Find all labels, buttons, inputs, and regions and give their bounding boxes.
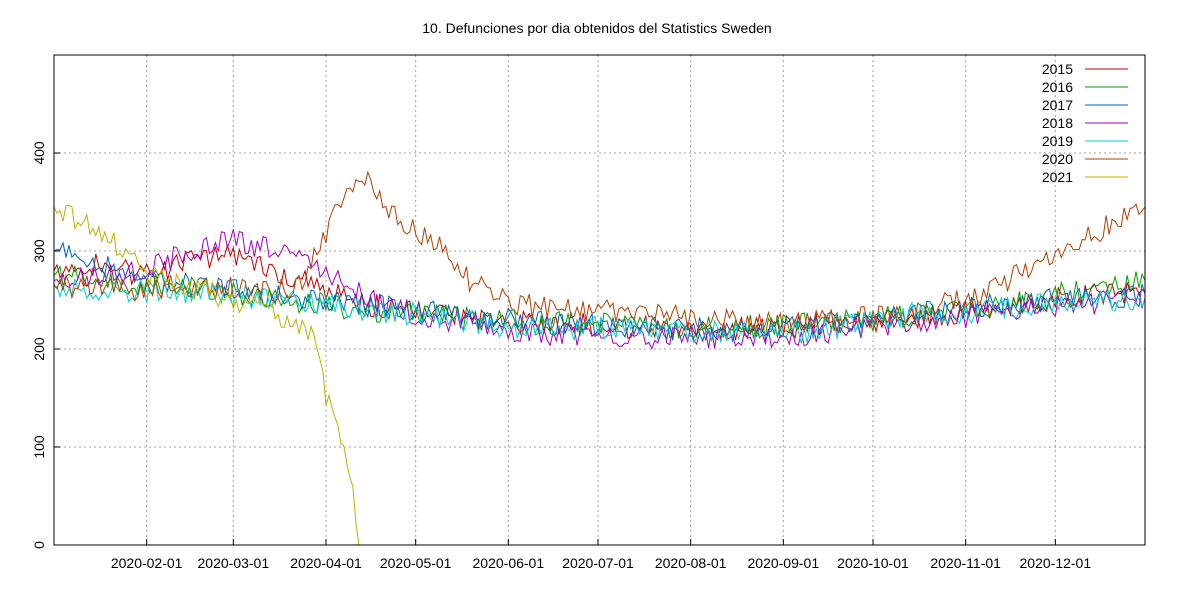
y-tick-label: 300 xyxy=(31,239,47,263)
legend-label: 2021 xyxy=(1042,169,1073,185)
y-tick-label: 100 xyxy=(31,435,47,459)
x-tick-label: 2020-10-01 xyxy=(837,555,909,571)
y-tick-label: 400 xyxy=(31,141,47,165)
legend-label: 2019 xyxy=(1042,133,1073,149)
legend-item-2016: 2016 xyxy=(1042,79,1128,95)
series-line-2021 xyxy=(53,204,360,546)
legend-item-2021: 2021 xyxy=(1042,169,1128,185)
x-tick-label: 2020-12-01 xyxy=(1020,555,1092,571)
legend-label: 2017 xyxy=(1042,97,1073,113)
legend-item-2020: 2020 xyxy=(1042,151,1128,167)
series-line-2020 xyxy=(53,170,1146,334)
x-tick-label: 2020-06-01 xyxy=(473,555,545,571)
chart-title: 10. Defunciones por dia obtenidos del St… xyxy=(422,20,771,36)
x-tick-label: 2020-07-01 xyxy=(562,555,634,571)
x-tick-label: 2020-04-01 xyxy=(290,555,362,571)
y-tick-label: 0 xyxy=(31,541,47,549)
legend-item-2015: 2015 xyxy=(1042,61,1128,77)
x-tick-label: 2020-03-01 xyxy=(198,555,270,571)
legend: 2015 2016 2017 2018 2019 2020 2021 xyxy=(1042,61,1128,185)
legend-label: 2016 xyxy=(1042,79,1073,95)
x-tick-label: 2020-05-01 xyxy=(380,555,452,571)
x-tick-label: 2020-02-01 xyxy=(111,555,183,571)
legend-item-2019: 2019 xyxy=(1042,133,1128,149)
legend-item-2017: 2017 xyxy=(1042,97,1128,113)
x-axis: 2020-02-01 2020-03-01 2020-04-01 2020-05-01… xyxy=(111,539,1091,571)
series-layer xyxy=(53,170,1146,546)
series-line-2019 xyxy=(53,278,1146,344)
legend-label: 2018 xyxy=(1042,115,1073,131)
legend-item-2018: 2018 xyxy=(1042,115,1128,131)
legend-label: 2020 xyxy=(1042,151,1073,167)
x-tick-label: 2020-11-01 xyxy=(930,555,1001,571)
y-tick-label: 200 xyxy=(31,337,47,361)
y-axis: 0 100 200 300 400 xyxy=(31,141,60,549)
x-tick-label: 2020-08-01 xyxy=(655,555,727,571)
series-line-2018 xyxy=(53,229,1146,350)
legend-label: 2015 xyxy=(1042,61,1073,77)
plot-frame xyxy=(53,54,1146,546)
x-tick-label: 2020-09-01 xyxy=(748,555,820,571)
